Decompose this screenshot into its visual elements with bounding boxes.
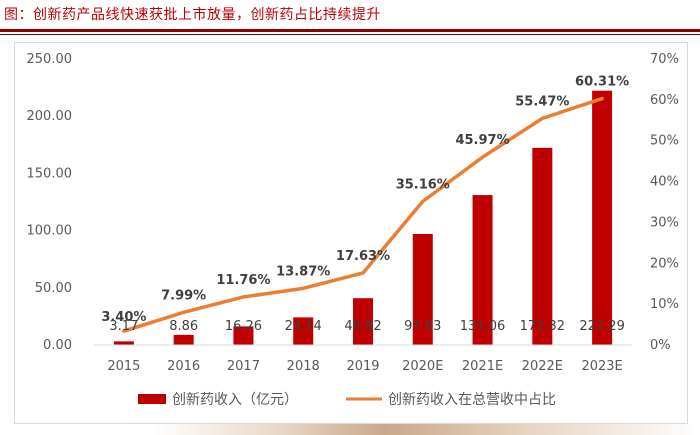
bar-2019 xyxy=(353,298,373,345)
line-value-label: 13.87% xyxy=(276,264,330,279)
title-rule-thin xyxy=(0,34,700,35)
line-value-label: 45.97% xyxy=(455,133,509,148)
x-tick-label: 2016 xyxy=(167,359,200,374)
bar-value-label: 24.14 xyxy=(285,319,322,334)
bar-value-labels: 3.17 8.86 16.26 24.14 40.92 97.03 131.06 172.32… xyxy=(109,319,624,334)
y-right-tick-label: 40% xyxy=(650,175,679,190)
y-right-tick-label: 60% xyxy=(650,93,679,108)
line-value-label: 7.99% xyxy=(161,288,206,303)
y-right-tick-label: 20% xyxy=(650,256,679,271)
title-rule-thick xyxy=(0,29,700,32)
y-right-tick-label: 10% xyxy=(650,297,679,312)
y-right-tick-label: 30% xyxy=(650,215,679,230)
x-tick-label: 2017 xyxy=(227,359,260,374)
bar-2018 xyxy=(293,317,314,345)
y-right-tick-label: 50% xyxy=(650,134,679,149)
legend-line-label: 创新药收入在总营收中占比 xyxy=(388,392,556,408)
bar-2016 xyxy=(173,334,194,345)
bottom-decoration-strip xyxy=(0,424,700,435)
line-value-labels: 3.40% 7.99% 11.76% 13.87% 17.63% 35.16% 45.97%… xyxy=(101,75,629,326)
bar-2015 xyxy=(113,341,134,345)
bar-value-label: 172.32 xyxy=(520,319,566,334)
line-value-label: 35.16% xyxy=(396,177,450,192)
line-value-label: 3.40% xyxy=(101,310,146,325)
y-right-tick-label: 70% xyxy=(650,52,679,67)
legend-bar-label: 创新药收入（亿元） xyxy=(172,392,298,408)
x-tick-label: 2022E xyxy=(522,359,563,374)
bar-2017 xyxy=(233,326,254,345)
share-line xyxy=(122,96,604,333)
bar-value-label: 3.17 xyxy=(109,319,138,334)
y-left-tick-label: 50.00 xyxy=(35,281,72,296)
bar-series xyxy=(113,90,613,345)
bar-value-label: 40.92 xyxy=(344,319,381,334)
bar-2021E xyxy=(472,195,493,345)
legend-bar-swatch xyxy=(138,394,166,404)
x-tick-label: 2015 xyxy=(107,359,140,374)
x-tick-label: 2019 xyxy=(346,359,379,374)
bar-2020E xyxy=(412,233,433,345)
figure-title: 图：创新药产品线快速获批上市放量，创新药占比持续提升 xyxy=(4,7,381,23)
y-left-tick-label: 200.00 xyxy=(27,109,73,124)
bar-value-label: 222.29 xyxy=(579,319,625,334)
bar-2023E xyxy=(592,90,613,345)
y-left-tick-label: 150.00 xyxy=(27,166,73,181)
line-value-label: 55.47% xyxy=(515,94,569,109)
line-value-label: 60.31% xyxy=(575,75,629,90)
y-axis-left: 0.00 50.00 100.00 150.00 200.00 250.00 xyxy=(27,52,73,353)
y-left-tick-label: 250.00 xyxy=(27,52,73,67)
y-left-tick-label: 0.00 xyxy=(43,338,72,353)
bar-value-label: 8.86 xyxy=(169,319,198,334)
x-tick-label: 2023E xyxy=(581,359,622,374)
bar-value-label: 97.03 xyxy=(404,319,441,334)
line-value-label: 11.76% xyxy=(216,273,270,288)
bar-value-label: 131.06 xyxy=(460,319,506,334)
x-axis: 2015 2016 2017 2018 2019 2020E 2021E 2022E 2023E xyxy=(94,344,632,374)
x-tick-label: 2018 xyxy=(287,359,320,374)
y-right-tick-label: 0% xyxy=(650,338,671,353)
bar-2022E xyxy=(532,147,553,345)
line-value-label: 17.63% xyxy=(336,249,390,264)
bar-value-label: 16.26 xyxy=(225,319,262,334)
line-series xyxy=(122,96,604,333)
x-tick-label: 2021E xyxy=(462,359,503,374)
legend: 创新药收入（亿元） 创新药收入在总营收中占比 xyxy=(138,392,556,408)
x-tick-label: 2020E xyxy=(402,359,443,374)
y-axis-right: 0% 10% 20% 30% 40% 50% 60% 70% xyxy=(650,52,679,353)
y-left-tick-label: 100.00 xyxy=(27,224,73,239)
